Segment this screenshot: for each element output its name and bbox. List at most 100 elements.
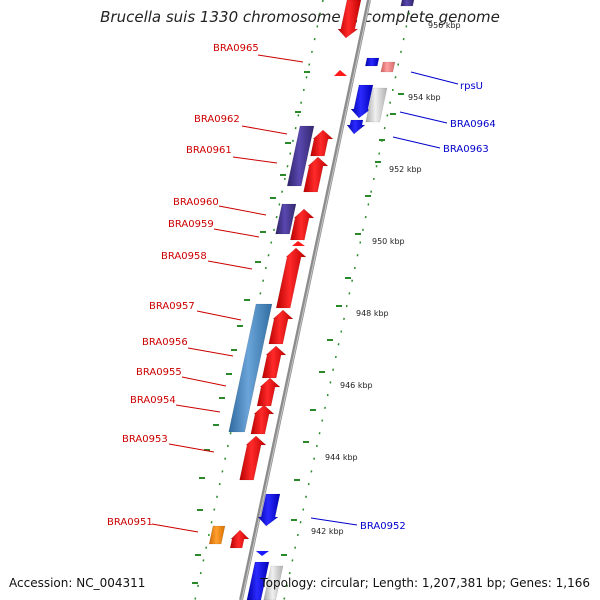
gene-label-bra0955: BRA0955 xyxy=(136,367,182,378)
feature-bra0954-shape xyxy=(250,404,275,435)
leader-line xyxy=(218,205,267,216)
leader-line xyxy=(410,71,459,85)
leader-line xyxy=(168,443,215,453)
feature-bottom-blue xyxy=(246,561,270,600)
gene-label-rpsu: rpsU xyxy=(460,81,483,92)
feature-top-red-shape xyxy=(337,0,362,39)
scale-label: 946 kbp xyxy=(340,381,373,390)
feature-bra0961 xyxy=(303,156,329,193)
feature-bra0956-shape xyxy=(261,345,287,379)
leader-line xyxy=(175,404,221,413)
gene-label-bra0956: BRA0956 xyxy=(142,337,188,348)
map-title: Brucella suis 1330 chromosome II, comple… xyxy=(100,8,500,26)
feature-bra0953-shape xyxy=(239,435,267,481)
feature-bra0964-grey-shape xyxy=(365,87,388,123)
gene-label-bra0960: BRA0960 xyxy=(173,197,219,208)
feature-steelblue-shape xyxy=(228,303,273,433)
feature-rpsu-blue xyxy=(364,57,380,67)
feature-bra0963 xyxy=(346,119,366,135)
feature-bottom-grey xyxy=(263,565,284,600)
gene-label-bra0953: BRA0953 xyxy=(122,434,168,445)
gene-label-bra0964: BRA0964 xyxy=(450,119,496,130)
feature-top-purple xyxy=(400,0,415,7)
feature-bra0957 xyxy=(268,309,294,345)
scale-labels: 956 kbp 954 kbp 952 kbp 950 kbp 948 kbp 946 k… xyxy=(311,21,461,536)
leader-line xyxy=(399,111,448,124)
feature-bottom-grey-shape xyxy=(263,565,284,600)
leader-line xyxy=(187,347,234,357)
feature-rpsu-blue-shape xyxy=(364,57,380,67)
leader-line xyxy=(310,517,358,526)
tick-marks xyxy=(192,71,404,584)
gene-label-bra0957: BRA0957 xyxy=(149,301,195,312)
scale-label: 954 kbp xyxy=(408,93,441,102)
leader-line xyxy=(213,228,260,238)
feature-rpsu-pink xyxy=(380,61,396,73)
leader-line xyxy=(392,136,441,149)
feature-bra0960 xyxy=(290,208,315,241)
feature-purple-2 xyxy=(275,203,297,235)
genome-backbone xyxy=(239,0,371,600)
feature-bra0962 xyxy=(310,129,334,157)
scale-label: 950 kbp xyxy=(372,237,405,246)
gene-label-bra0958: BRA0958 xyxy=(161,251,207,262)
scale-label: 956 kbp xyxy=(428,21,461,30)
leader-line xyxy=(151,523,199,533)
feature-bra0955-shape xyxy=(256,377,281,407)
gene-label-bra0965: BRA0965 xyxy=(213,43,259,54)
feature-bra0954 xyxy=(250,404,275,435)
feature-bra0958-shape xyxy=(275,247,307,309)
gene-label-bra0959: BRA0959 xyxy=(168,219,214,230)
feature-bra0956 xyxy=(261,345,287,379)
feature-bra0963-shape xyxy=(346,119,366,135)
leader-line xyxy=(257,54,304,63)
feature-purple-2-shape xyxy=(275,203,297,235)
genome-backbone-highlight xyxy=(241,0,371,600)
scale-label: 948 kbp xyxy=(356,309,389,318)
features xyxy=(208,0,415,600)
leader-line xyxy=(181,376,227,387)
leader-lines xyxy=(151,54,459,533)
feature-bra0951-orange xyxy=(208,525,226,545)
feature-bra0951-shape xyxy=(229,529,250,549)
feature-bra0953 xyxy=(239,435,267,481)
feature-bra0952-shape xyxy=(257,493,281,527)
feature-bra0964 xyxy=(350,84,374,119)
genome-summary: Topology: circular; Length: 1,207,381 bp… xyxy=(260,576,590,590)
leader-line xyxy=(241,125,288,135)
gene-label-bra0961: BRA0961 xyxy=(186,145,232,156)
feature-purple-1-shape xyxy=(286,125,315,187)
leader-line xyxy=(232,156,278,164)
feature-steelblue xyxy=(228,303,273,433)
gene-label-bra0952: BRA0952 xyxy=(360,521,406,532)
scale-label: 944 kbp xyxy=(325,453,358,462)
feature-bra0961-shape xyxy=(303,156,329,193)
feature-top-red xyxy=(337,0,362,39)
gene-label-bra0954: BRA0954 xyxy=(130,395,176,406)
leader-line xyxy=(196,310,242,321)
gene-label-bra0951: BRA0951 xyxy=(107,517,153,528)
gene-labels: BRA0965 BRA0962 BRA0961 BRA0960 BRA0959 BRA09… xyxy=(107,43,496,532)
feature-bra0951 xyxy=(229,529,250,549)
feature-bra0965 xyxy=(334,70,347,76)
feature-bra0964-grey xyxy=(365,87,388,123)
gene-label-bra0962: BRA0962 xyxy=(194,114,240,125)
feature-top-purple-shape xyxy=(400,0,415,7)
feature-rpsu-pink-shape xyxy=(380,61,396,73)
feature-bra0962-shape xyxy=(310,129,334,157)
accession-text: Accession: NC_004311 xyxy=(9,576,146,590)
feature-bra0951-orange-shape xyxy=(208,525,226,545)
feature-bottom-blue-shape xyxy=(246,561,270,600)
feature-bra0957-shape xyxy=(268,309,294,345)
scale-label: 952 kbp xyxy=(389,165,422,174)
feature-small-blue xyxy=(256,551,269,556)
scale-label: 942 kbp xyxy=(311,527,344,536)
leader-line xyxy=(207,260,253,270)
feature-small-red xyxy=(292,241,305,246)
feature-bra0960-shape xyxy=(290,208,315,241)
feature-bra0955 xyxy=(256,377,281,407)
feature-bra0964-shape xyxy=(350,84,374,119)
gene-label-bra0963: BRA0963 xyxy=(443,144,489,155)
feature-purple-1 xyxy=(286,125,315,187)
